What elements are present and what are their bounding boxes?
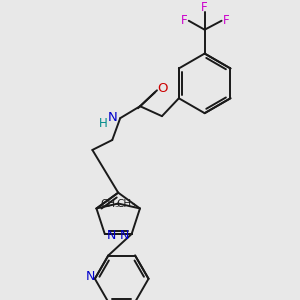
Text: N: N	[120, 229, 129, 242]
Text: H: H	[99, 117, 108, 130]
Text: N: N	[107, 229, 116, 242]
Text: CH₃: CH₃	[117, 199, 136, 208]
Text: N: N	[86, 270, 96, 283]
Text: F: F	[223, 14, 230, 27]
Text: N: N	[107, 111, 117, 124]
Text: F: F	[181, 14, 187, 27]
Text: O: O	[158, 82, 168, 95]
Text: CH₃: CH₃	[100, 199, 120, 208]
Text: F: F	[201, 1, 208, 14]
